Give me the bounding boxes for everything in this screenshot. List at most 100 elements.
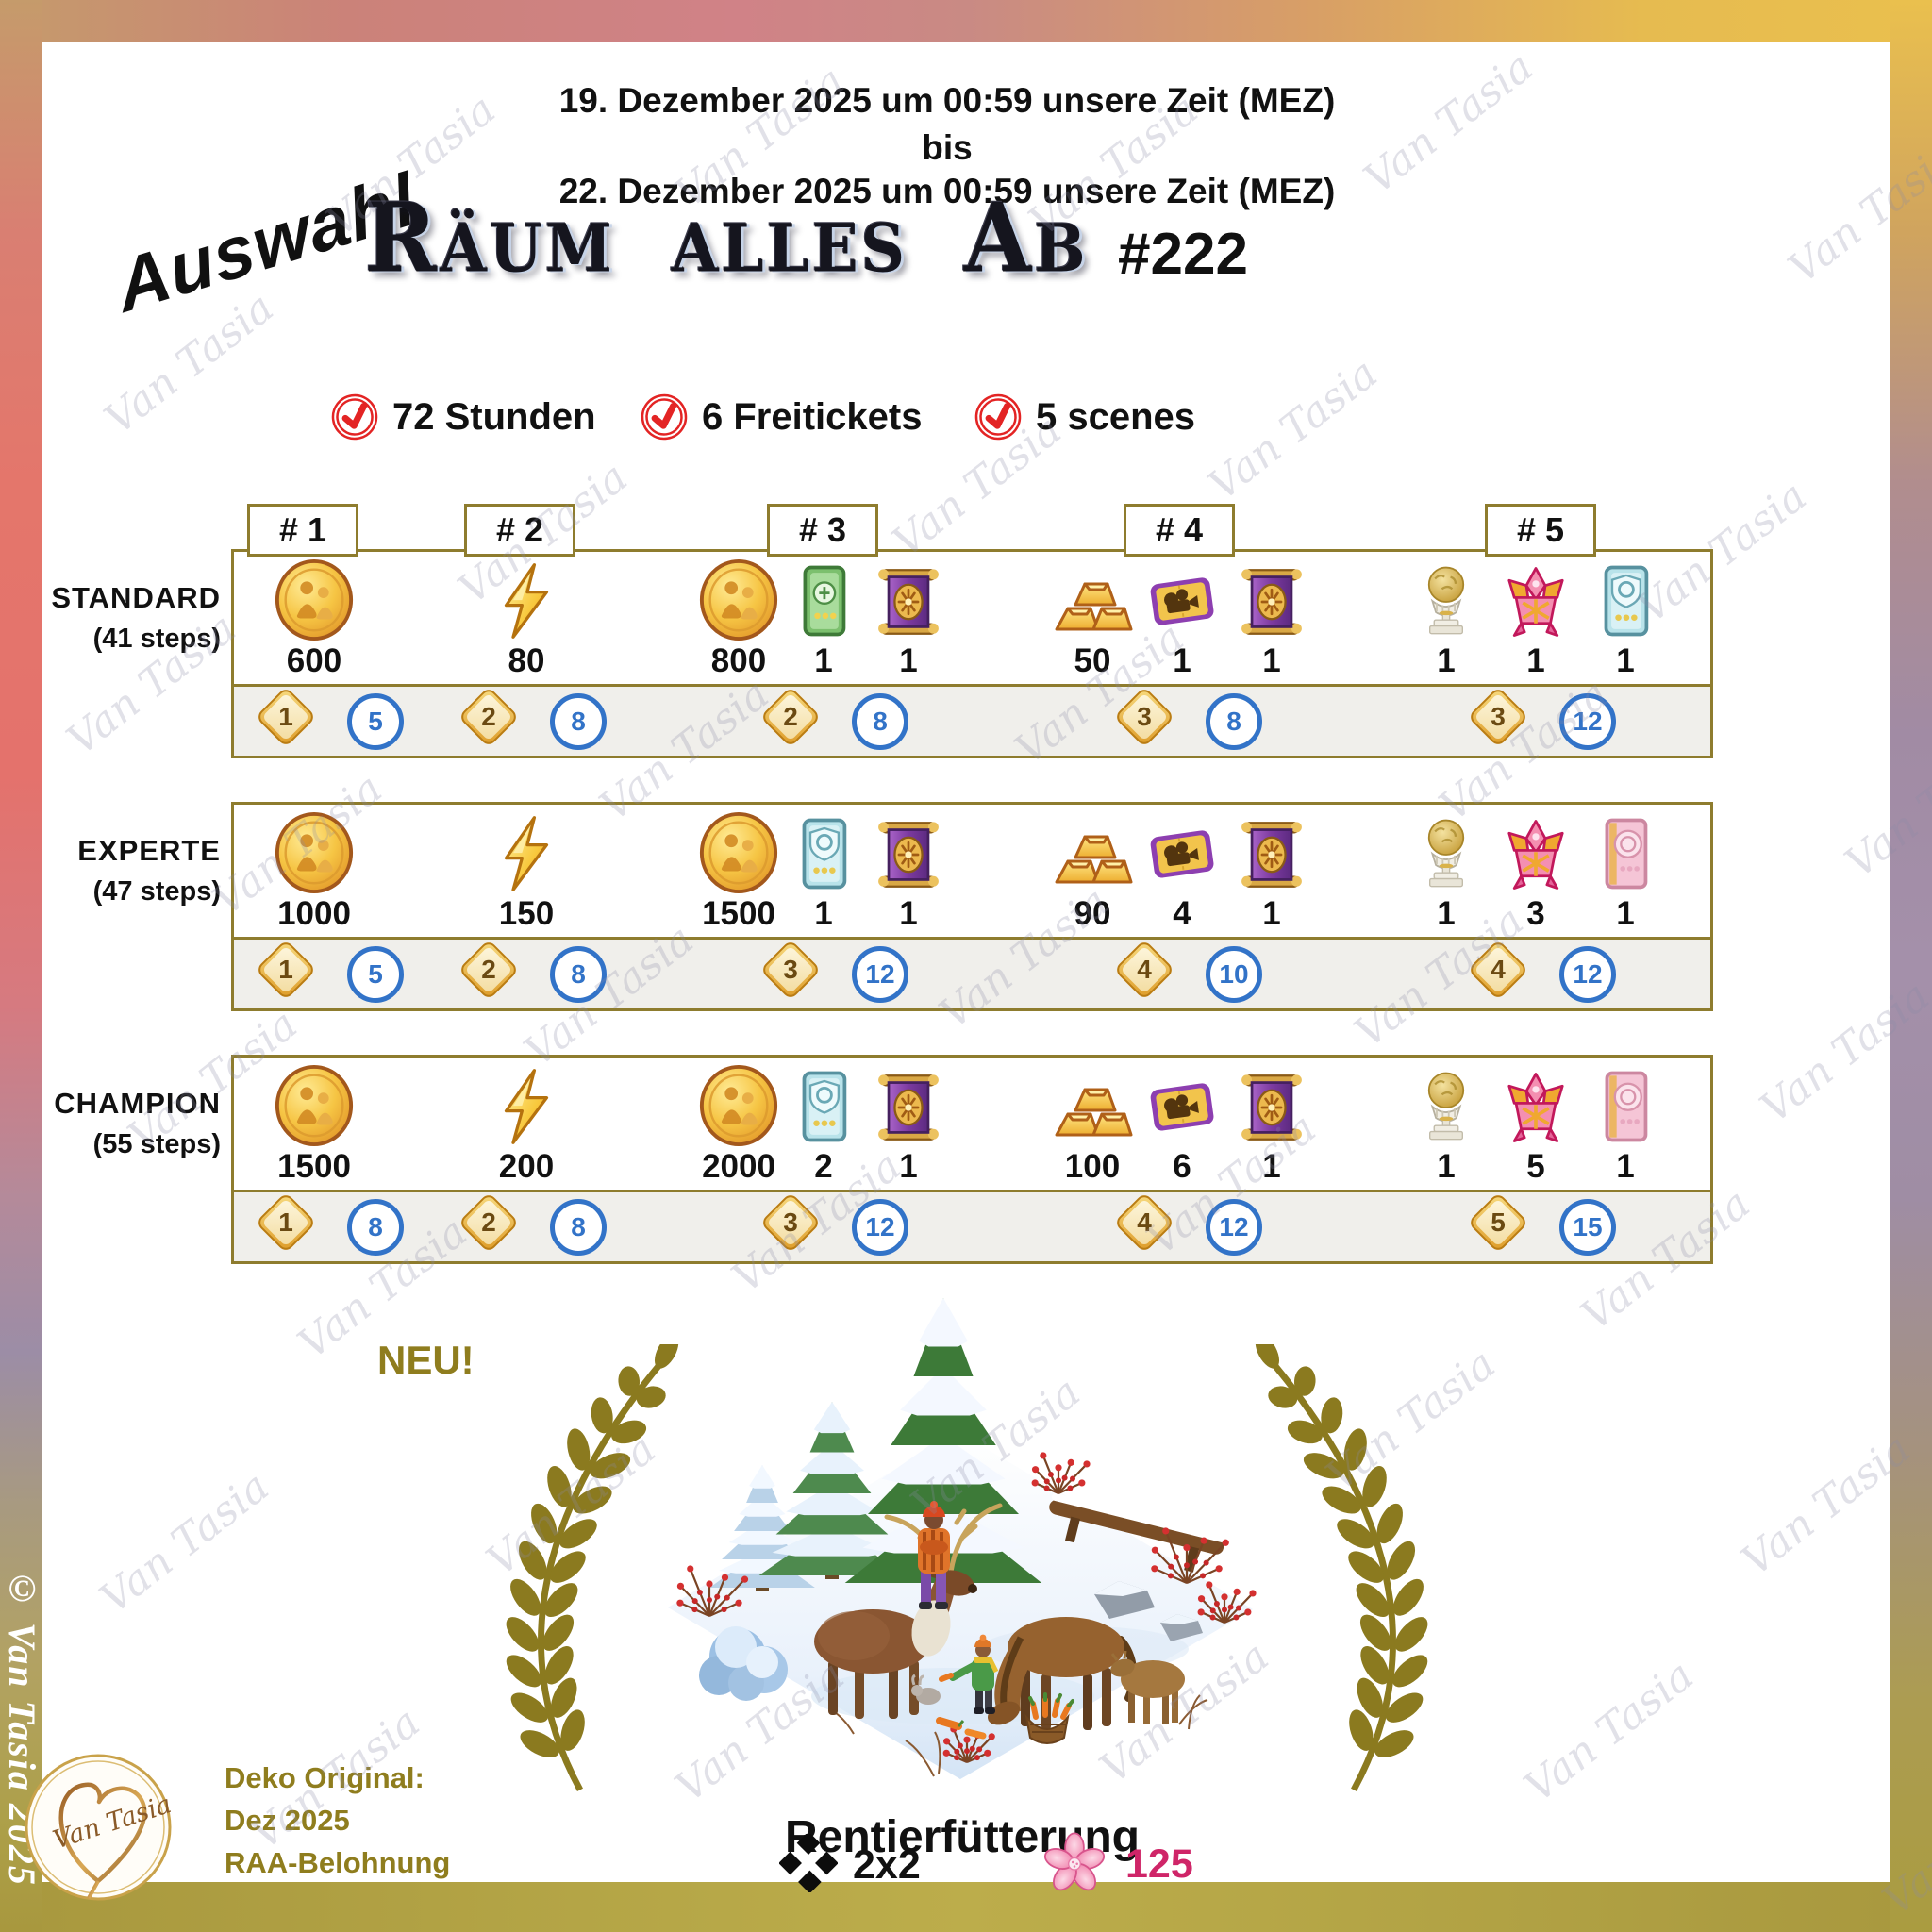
tier-label: CHAMPION (55 steps) (21, 1087, 221, 1160)
step-count-badge: 5 (347, 946, 404, 1003)
coin-icon (691, 556, 786, 641)
frame-bottom (0, 1882, 1932, 1932)
reward-item: 1 (776, 556, 871, 680)
feature-label: 72 Stunden (392, 395, 596, 438)
milestone-box: # 3 (767, 504, 878, 557)
reward-qty: 1 (1262, 1148, 1281, 1185)
deko-note-line: Dez 2025 (225, 1804, 350, 1837)
pink-ornament-icon (1489, 1061, 1583, 1146)
purple-banner-icon (1224, 808, 1319, 893)
reward-qty: 1 (1616, 1148, 1635, 1185)
reward-item: 1 (1135, 556, 1229, 680)
movie-ticket-icon (1135, 808, 1229, 893)
watermark-text: Van Tasia (1515, 1651, 1703, 1812)
tier-steps: (47 steps) (92, 876, 221, 907)
reward-item: 150 (479, 808, 574, 933)
scene-diamond-badge: 2 (458, 686, 520, 748)
reward-item: 1 (1399, 808, 1493, 933)
feature-item: 5 scenes (974, 392, 1195, 441)
trophy-icon (1399, 808, 1493, 893)
winter-deco-scene (651, 1291, 1274, 1800)
reward-item: 5 (1489, 1061, 1583, 1186)
milestone-box: # 1 (247, 504, 358, 557)
scene-diamond-badge: 1 (255, 1191, 317, 1254)
reward-qty: 80 (508, 642, 545, 679)
event-number: #222 (1118, 222, 1248, 287)
reward-qty: 1 (1262, 895, 1281, 932)
trophy-icon (1399, 556, 1493, 641)
reward-item: 1 (1224, 1061, 1319, 1186)
reward-qty: 150 (498, 895, 555, 932)
reward-item: 50 (1045, 556, 1140, 680)
deko-original-note: Deko Original: Dez 2025 RAA-Belohnung (225, 1757, 450, 1884)
reward-qty: 50 (1074, 642, 1111, 679)
purple-banner-icon (861, 1061, 956, 1146)
coin-icon (267, 1061, 361, 1146)
reward-qty: 100 (1064, 1148, 1121, 1185)
flower-count-label: 125 (1125, 1841, 1193, 1887)
reward-qty: 200 (498, 1148, 555, 1185)
reward-qty: 1 (899, 1148, 918, 1185)
black-diamonds-icon (778, 1831, 839, 1897)
reward-item: 1500 (691, 808, 786, 933)
scene-diamond-badge: 2 (458, 939, 520, 1001)
watermark-text: Van Tasia (1199, 349, 1387, 510)
feature-label: 6 Freitickets (702, 395, 923, 438)
reward-qty: 600 (286, 642, 342, 679)
reward-item: 1 (1489, 556, 1583, 680)
reward-item: 200 (479, 1061, 574, 1186)
scene-diamond-badge: 5 (1467, 1191, 1529, 1254)
teal-card-icon (776, 808, 871, 893)
reward-item: 4 (1135, 808, 1229, 933)
reward-qty: 2000 (702, 1148, 775, 1185)
date-connector: bis (922, 128, 973, 167)
reward-item: 100 (1045, 1061, 1140, 1186)
deco-size: 2x2 (778, 1831, 921, 1897)
tier-label: EXPERTE (47 steps) (21, 834, 221, 908)
tier-steps: (55 steps) (92, 1129, 221, 1159)
step-count-badge: 12 (1559, 693, 1616, 750)
red-check-icon (637, 390, 692, 445)
scene-diamond-badge: 3 (1467, 686, 1529, 748)
deko-note-line: RAA-Belohnung (225, 1846, 451, 1879)
step-count-badge: 8 (550, 693, 607, 750)
page-title: Räum alles Ab (364, 182, 1089, 294)
reward-item: 1 (1578, 808, 1673, 933)
frame-right (1890, 0, 1932, 1932)
scene-diamond-badge: 4 (1113, 939, 1175, 1001)
reward-qty: 4 (1173, 895, 1191, 932)
energy-icon (479, 1061, 574, 1146)
reward-item: 1 (1224, 808, 1319, 933)
step-count-badge: 12 (1206, 1199, 1262, 1256)
step-count-badge: 12 (852, 1199, 908, 1256)
new-label: NEU! (377, 1338, 475, 1382)
reward-qty: 90 (1074, 895, 1111, 932)
milestone-box: # 5 (1485, 504, 1596, 557)
scene-diamond-badge: 2 (458, 1191, 520, 1254)
step-count-badge: 12 (1559, 946, 1616, 1003)
date-to: 22. Dezember 2025 um 00:59 unsere Zeit (… (558, 172, 1336, 210)
deco-size-label: 2x2 (853, 1842, 921, 1888)
pink-flower-icon (1041, 1828, 1108, 1901)
reward-qty: 1000 (277, 895, 351, 932)
tier-steps: (41 steps) (92, 624, 221, 654)
gold-bars-icon (1045, 556, 1140, 641)
reward-item: 2000 (691, 1061, 786, 1186)
reward-qty: 1 (1616, 642, 1635, 679)
reward-qty: 1 (1526, 642, 1545, 679)
gold-bars-icon (1045, 808, 1140, 893)
reward-item: 1 (776, 808, 871, 933)
watermark-text: Van Tasia (91, 1462, 278, 1624)
reward-item: 6 (1135, 1061, 1229, 1186)
reward-qty: 5 (1526, 1148, 1545, 1185)
scene-diamond-badge: 1 (255, 686, 317, 748)
purple-banner-icon (861, 556, 956, 641)
red-check-icon (327, 390, 383, 445)
reward-item: 1000 (267, 808, 361, 933)
date-from: 19. Dezember 2025 um 00:59 unsere Zeit (… (558, 81, 1336, 120)
trophy-icon (1399, 1061, 1493, 1146)
reward-qty: 1 (814, 895, 833, 932)
frame-top (0, 0, 1932, 42)
reward-qty: 6 (1173, 1148, 1191, 1185)
